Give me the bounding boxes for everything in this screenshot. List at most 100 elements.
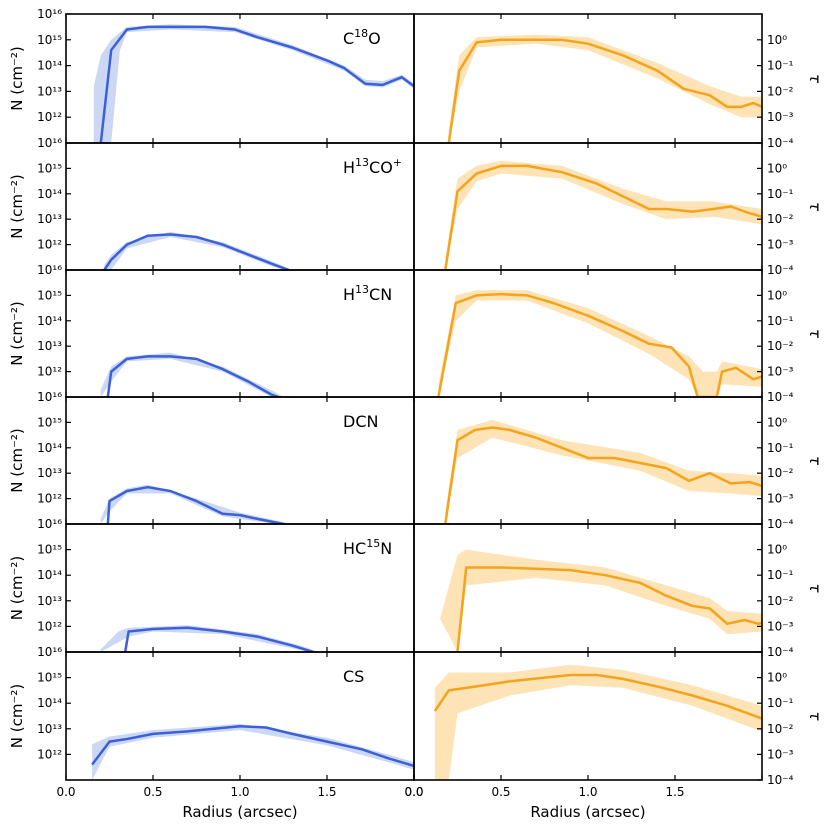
- left-y-tick-label: 10¹⁶: [37, 263, 62, 277]
- tau-uncertainty-band: [438, 290, 762, 397]
- right-y-tick-label: 10⁻³: [767, 365, 794, 379]
- left-y-axis-title: N (cm⁻²): [8, 301, 26, 365]
- right-y-axis-title: τ: [806, 74, 824, 84]
- right-y-tick-label: 10⁻²: [767, 722, 794, 736]
- left-y-tick-label: 10¹⁵: [37, 543, 62, 557]
- left-y-tick-label: 10¹²: [37, 492, 62, 506]
- left-y-tick-label: 10¹⁵: [37, 33, 62, 47]
- left-y-tick-label: 10¹⁴: [37, 187, 62, 201]
- right-y-tick-label: 10⁻⁴: [767, 645, 794, 659]
- n-profile-line: [123, 626, 314, 652]
- right-y-tick-label: 10⁰: [767, 543, 787, 557]
- tau-uncertainty-band: [440, 549, 762, 652]
- left-y-axis-title: N (cm⁻²): [8, 46, 26, 110]
- right-y-tick-label: 10⁰: [767, 161, 787, 175]
- left-y-axis-title: N (cm⁻²): [8, 428, 26, 492]
- right-x-tick-label: 0.0: [404, 785, 423, 799]
- n-profile-line: [106, 485, 284, 524]
- tau-profile-line: [444, 164, 762, 270]
- right-x-tick-label: 1.0: [578, 785, 597, 799]
- right-axes-frame: [413, 13, 763, 144]
- left-y-tick-label: 10¹²: [37, 619, 62, 633]
- left-x-tick-label: 0.0: [56, 785, 75, 799]
- right-y-tick-label: 10⁻¹: [767, 314, 794, 328]
- molecule-label: DCN: [343, 412, 378, 431]
- right-y-tick-label: 10⁻¹: [767, 696, 794, 710]
- right-y-axis-title: τ: [806, 583, 824, 593]
- right-y-tick-label: 10⁻¹: [767, 187, 794, 201]
- right-y-tick-label: 10⁻³: [767, 619, 794, 633]
- left-y-axis-title: N (cm⁻²): [8, 174, 26, 238]
- left-x-tick-label: 0.0: [404, 785, 423, 799]
- molecule-label: C18O: [343, 27, 381, 48]
- left-y-tick-label: 10¹⁵: [37, 288, 62, 302]
- left-y-tick-label: 10¹²: [37, 110, 62, 124]
- left-y-tick-label: 10¹⁴: [37, 696, 62, 710]
- right-x-tick-label: 0.5: [491, 785, 510, 799]
- tau-uncertainty-band: [434, 664, 762, 780]
- right-y-tick-label: 10⁻⁴: [767, 136, 794, 150]
- left-y-tick-label: 10¹⁶: [37, 645, 62, 659]
- n-profile-line: [106, 355, 279, 397]
- left-y-tick-label: 10¹³: [37, 84, 62, 98]
- left-x-tick-label: 0.5: [143, 785, 162, 799]
- right-x-tick-label: 1.5: [665, 785, 684, 799]
- left-y-tick-label: 10¹⁴: [37, 441, 62, 455]
- right-y-tick-label: 10⁻³: [767, 747, 794, 761]
- right-y-tick-label: 10⁻³: [767, 238, 794, 252]
- left-y-tick-label: 10¹³: [37, 339, 62, 353]
- left-x-tick-label: 1.0: [230, 785, 249, 799]
- left-y-tick-label: 10¹³: [37, 722, 62, 736]
- left-y-tick-label: 10¹²: [37, 747, 62, 761]
- panel-hc15n: 10¹² 10¹³ 10¹⁴ 10¹⁵ 10¹⁶ 10⁻⁴ 10⁻³ 10⁻² 10⁻¹ 10⁰ H…: [8, 523, 824, 659]
- right-y-tick-label: 10⁻²: [767, 212, 794, 226]
- right-axes-frame: [413, 523, 763, 653]
- left-y-tick-label: 10¹⁴: [37, 59, 62, 73]
- n-uncertainty-band: [100, 352, 284, 397]
- right-y-tick-label: 10⁰: [767, 288, 787, 302]
- molecule-label: HC15N: [343, 537, 392, 558]
- left-y-tick-label: 10¹⁵: [37, 671, 62, 685]
- right-y-tick-label: 10⁻²: [767, 84, 794, 98]
- left-y-tick-label: 10¹³: [37, 466, 62, 480]
- left-y-tick-label: 10¹³: [37, 212, 62, 226]
- right-y-tick-label: 10⁻⁴: [767, 773, 794, 787]
- tau-profile-line: [444, 426, 762, 524]
- tau-profile-line: [433, 673, 762, 720]
- left-y-axis-title: N (cm⁻²): [8, 556, 26, 620]
- right-y-axis-title: τ: [806, 329, 824, 339]
- left-y-tick-label: 10¹⁶: [37, 390, 62, 404]
- right-y-tick-label: 10⁻¹: [767, 441, 794, 455]
- right-y-tick-label: 10⁻²: [767, 594, 794, 608]
- tau-profile-line: [437, 292, 762, 397]
- right-y-tick-label: 10⁻³: [767, 110, 794, 124]
- right-y-tick-label: 10⁻⁴: [767, 517, 794, 531]
- right-y-tick-label: 10⁰: [767, 415, 787, 429]
- left-x-tick-label: 1.5: [317, 785, 336, 799]
- right-axes-frame: [413, 396, 763, 525]
- molecule-label: H13CO+: [343, 156, 402, 177]
- left-y-tick-label: 10¹⁶: [37, 7, 62, 21]
- left-y-tick-label: 10¹³: [37, 594, 62, 608]
- left-y-tick-label: 10¹⁴: [37, 568, 62, 582]
- right-y-tick-label: 10⁻²: [767, 339, 794, 353]
- panel-cs: 10¹² 10¹³ 10¹⁴ 10¹⁵ 10⁻⁴ 10⁻³ 10⁻² 10⁻¹ 10⁰ CS N (…: [8, 651, 824, 787]
- left-y-tick-label: 10¹⁴: [37, 314, 62, 328]
- left-y-tick-label: 10¹²: [37, 238, 62, 252]
- left-x-axis-title: Radius (arcsec): [182, 803, 297, 821]
- n-profile-line: [103, 233, 290, 270]
- right-y-axis-title: τ: [806, 456, 824, 466]
- right-y-axis-title: τ: [806, 711, 824, 721]
- left-y-tick-label: 10¹⁵: [37, 161, 62, 175]
- right-y-axis-title: τ: [806, 202, 824, 212]
- tau-uncertainty-band: [445, 160, 762, 270]
- right-y-tick-label: 10⁻¹: [767, 568, 794, 582]
- left-y-tick-label: 10¹²: [37, 365, 62, 379]
- panel-c18o: 10¹² 10¹³ 10¹⁴ 10¹⁵ 10¹⁶ 10¹⁶ 10⁻⁴ 10⁻³ 10⁻² 10⁻¹…: [8, 7, 824, 150]
- panel-h13cn: 10¹² 10¹³ 10¹⁴ 10¹⁵ 10¹⁶ 10⁻⁴ 10⁻³ 10⁻² 10⁻¹ 10⁰ H…: [8, 269, 824, 404]
- right-y-tick-label: 10⁻¹: [767, 59, 794, 73]
- panel-h13co: 10¹² 10¹³ 10¹⁴ 10¹⁵ 10¹⁶ 10⁻⁴ 10⁻³ 10⁻² 10⁻¹ 10⁰ H…: [8, 142, 824, 277]
- left-y-tick-label: 10¹⁶: [37, 517, 62, 531]
- right-y-tick-label: 10⁻⁴: [767, 390, 794, 404]
